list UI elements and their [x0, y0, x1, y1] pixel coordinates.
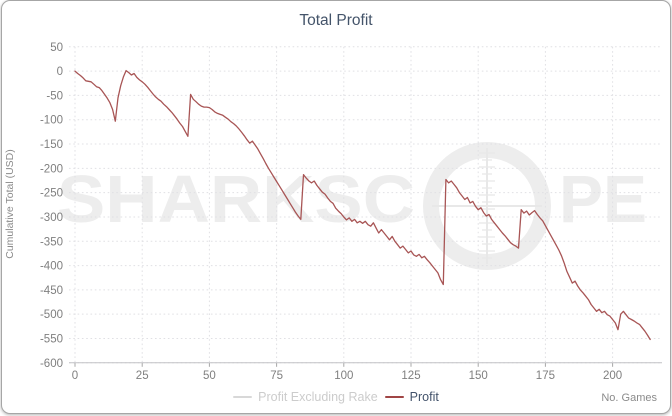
- x-tick-label: 25: [136, 370, 149, 382]
- x-tick-label: 50: [203, 370, 216, 382]
- y-tick-label: -50: [46, 90, 63, 102]
- watermark-text-left: SHARKSC: [57, 162, 415, 237]
- axes: 50 0 -50 -100 -150 -200 -250 -300 -350 -400 -450 -5…: [40, 42, 662, 382]
- x-tick-label: 200: [603, 370, 622, 382]
- y-tick-label: -200: [40, 163, 63, 175]
- chart-title: Total Profit: [299, 12, 373, 29]
- y-tick-label: 50: [50, 42, 63, 54]
- legend-item-profit[interactable]: Profit: [384, 390, 439, 404]
- legend-label: Profit: [409, 390, 439, 404]
- gridlines: [69, 46, 662, 364]
- profit-line-series: [74, 69, 651, 341]
- legend-dash-gray: [233, 396, 253, 398]
- x-tick-label: 100: [334, 370, 353, 382]
- profit-line: [74, 69, 651, 341]
- x-tick-label: 0: [72, 370, 78, 382]
- x-tick-label: 125: [401, 370, 420, 382]
- y-tick-label: -400: [40, 261, 63, 273]
- x-tick-label: 75: [270, 370, 283, 382]
- y-tick-label: -500: [40, 309, 63, 321]
- scope-reticle-icon: [423, 142, 551, 270]
- y-axis-title: Cumulative Total (USD): [4, 149, 16, 259]
- legend-dash-red: [384, 396, 404, 398]
- y-tick-label: -300: [40, 212, 63, 224]
- watermark-text-right: PE: [559, 162, 647, 237]
- legend-item-profit-excluding-rake[interactable]: Profit Excluding Rake: [233, 390, 378, 404]
- y-tick-label: -600: [40, 358, 63, 370]
- y-tick-label: -550: [40, 333, 63, 345]
- x-tick-label: 175: [536, 370, 555, 382]
- x-axis-title: No. Games: [601, 392, 657, 404]
- y-tick-label: -150: [40, 139, 63, 151]
- y-tick-label: -250: [40, 188, 63, 200]
- y-tick-label: 0: [57, 66, 63, 78]
- legend-label: Profit Excluding Rake: [258, 390, 378, 404]
- y-tick-label: -350: [40, 236, 63, 248]
- x-tick-label: 150: [469, 370, 488, 382]
- y-tick-label: -100: [40, 115, 63, 127]
- watermark: SHARKSC PE: [57, 142, 647, 270]
- y-tick-label: -450: [40, 285, 63, 297]
- legend: Profit Excluding Rake Profit: [2, 390, 670, 404]
